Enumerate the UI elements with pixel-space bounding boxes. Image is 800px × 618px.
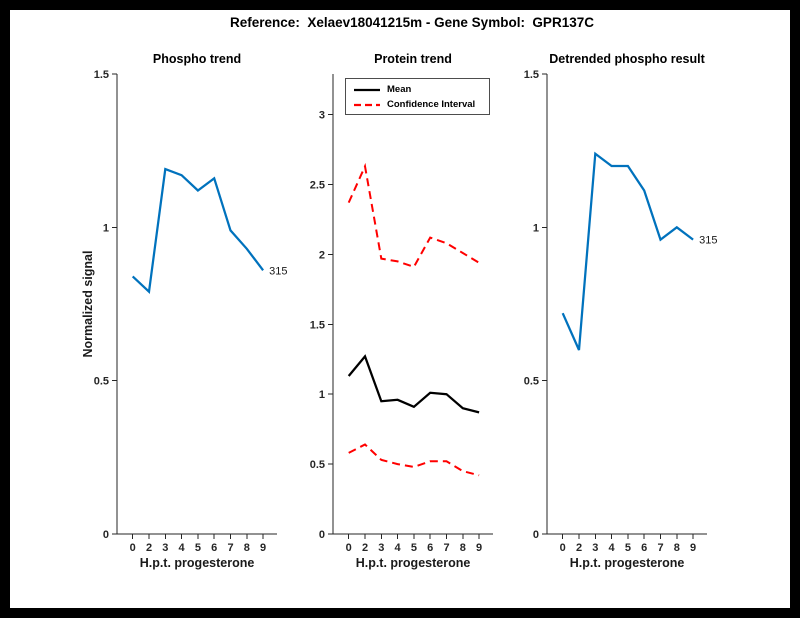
y-tick-label: 1.5 (524, 69, 539, 81)
y-tick-label: 1.5 (310, 319, 325, 331)
confidence-interval-line-sample-icon (354, 103, 380, 106)
x-tick-label: 3 (592, 542, 598, 554)
y-tick-label: 1 (533, 222, 539, 234)
x-tick-label: 9 (690, 542, 696, 554)
x-tick-label: 0 (560, 542, 566, 554)
x-tick-label: 2 (146, 542, 152, 554)
y-tick-label: 3 (319, 110, 325, 122)
x-tick-label: 4 (395, 542, 402, 554)
x-tick-label: 8 (674, 542, 680, 554)
x-tick-label: 6 (641, 542, 647, 554)
y-tick-label: 0.5 (94, 376, 109, 388)
legend-label-confidence-interval: Confidence Interval (387, 99, 476, 110)
protein-trend-plot: 00.511.522.530 2 3 4 5 6 7 8 9 (310, 74, 493, 554)
x-tick-label: 7 (227, 542, 233, 554)
x-axis-label: H.p.t. progesterone (355, 556, 471, 570)
series-end-label: 315 (699, 235, 717, 247)
x-tick-label: 9 (260, 542, 266, 554)
x-tick-label: 5 (195, 542, 201, 554)
legend-entry-mean: Mean (346, 82, 489, 97)
x-tick-label: 3 (162, 542, 168, 554)
y-tick-label: 2 (319, 249, 325, 261)
subplot-protein-trend: Protein trend 0 0.5 1 1.5 2 2.5 3 0 2 3 4 5 6 7 8 9 Mea… (283, 45, 513, 590)
subplot-title: Detrended phospho result (549, 52, 705, 66)
legend-label-mean: Mean (387, 84, 412, 95)
x-tick-label: 3 (378, 542, 384, 554)
subplot-title: Protein trend (374, 52, 452, 66)
x-tick-label: 7 (443, 542, 449, 554)
x-tick-label: 8 (460, 542, 466, 554)
y-tick-label: 1 (103, 222, 109, 234)
series-line-mean (347, 354, 480, 414)
subplot-detrended-phospho-result: Detrended phospho result 0 0.5 1 1.5 0 2 3 4 5 6 7… (497, 45, 727, 590)
mean-line-sample-icon (354, 88, 380, 91)
y-tick-label: 0 (533, 529, 539, 541)
y-tick-label: 1.5 (94, 69, 109, 81)
figure-title: Reference: Xelaev18041215m - Gene Symbol… (230, 15, 594, 30)
x-tick-label: 0 (130, 542, 136, 554)
subplot-phospho-trend: Phospho trend Normalized signal 0 0.5 1 1.5… (67, 45, 297, 590)
series-end-label: 315 (269, 265, 287, 277)
legend-box: Mean Confidence Interval (345, 78, 490, 115)
y-tick-label: 0.5 (310, 459, 325, 471)
series-line-confidence-interval-upper- (347, 162, 480, 269)
x-tick-label: 8 (244, 542, 250, 554)
x-tick-label: 4 (179, 542, 186, 554)
x-axis-label: H.p.t. progesterone (139, 556, 255, 570)
x-tick-label: 5 (625, 542, 631, 554)
y-tick-label: 0 (319, 529, 325, 541)
series-line-phospho-signal (131, 167, 264, 295)
x-tick-label: 6 (427, 542, 433, 554)
x-tick-label: 4 (609, 542, 616, 554)
legend-entry-confidence-interval: Confidence Interval (346, 97, 489, 112)
x-tick-label: 2 (576, 542, 582, 554)
subplot-title: Phospho trend (152, 52, 242, 66)
series-line-confidence-interval-lower- (348, 443, 480, 477)
y-tick-label: 2.5 (310, 179, 325, 191)
series-line-detrended-phospho-signal (561, 151, 694, 351)
x-tick-label: 7 (657, 542, 663, 554)
y-tick-label: 0.5 (524, 376, 539, 388)
y-tick-label: 0 (103, 529, 109, 541)
x-axis-label: H.p.t. progesterone (569, 556, 685, 570)
x-tick-label: 6 (211, 542, 217, 554)
x-tick-label: 2 (362, 542, 368, 554)
x-tick-label: 0 (346, 542, 352, 554)
x-tick-label: 9 (476, 542, 482, 554)
y-tick-label: 1 (319, 389, 325, 401)
x-tick-label: 5 (411, 542, 417, 554)
